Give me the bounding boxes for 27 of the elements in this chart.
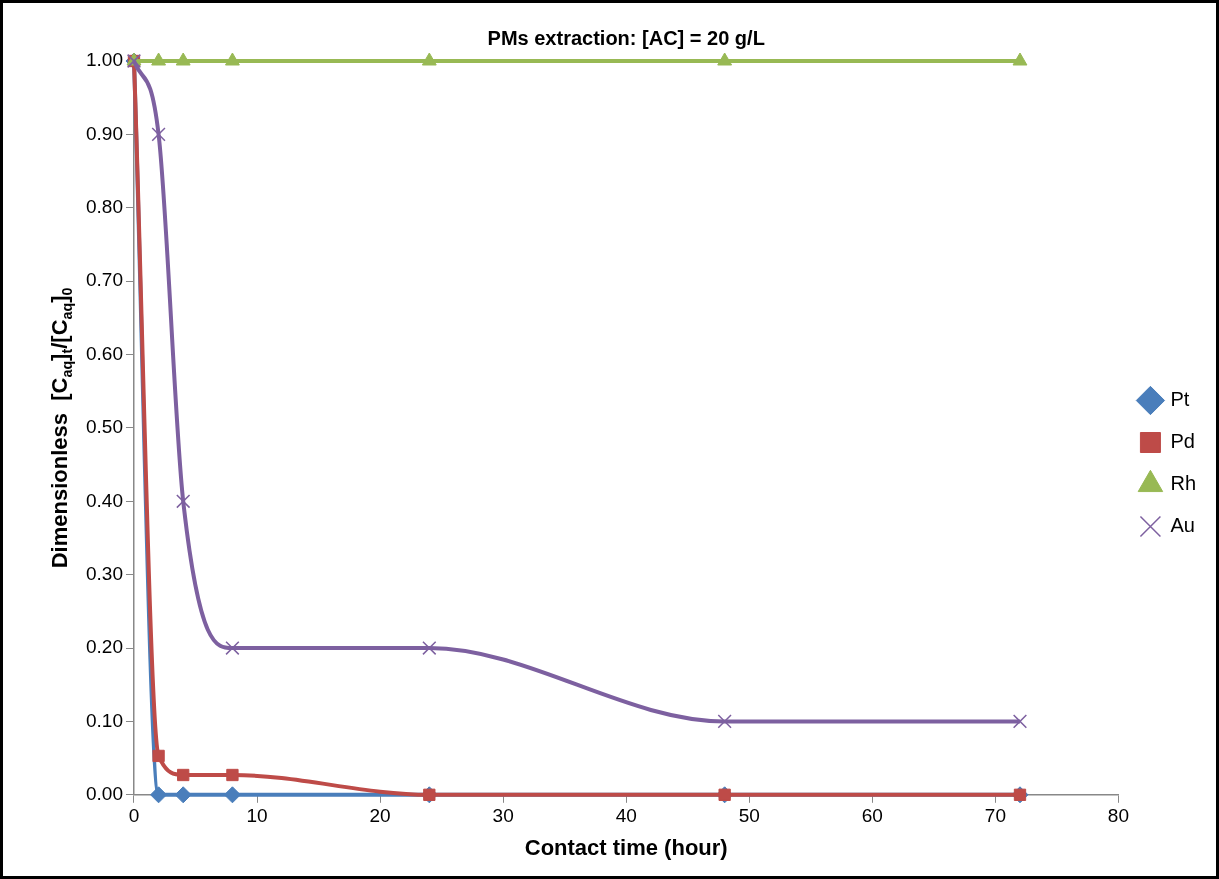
y-tick-label: 0.30 bbox=[86, 562, 123, 584]
y-tick-label: 1.00 bbox=[86, 49, 123, 71]
x-tick-label: 80 bbox=[1107, 805, 1129, 827]
y-tick-label: 0.60 bbox=[86, 342, 123, 364]
x-tick-label: 40 bbox=[615, 805, 637, 827]
chart-title: PMs extraction: [AC] = 20 g/L bbox=[487, 26, 765, 49]
x-tick-label: 20 bbox=[369, 805, 391, 827]
y-tick-label: 0.80 bbox=[86, 195, 123, 217]
x-tick-label: 30 bbox=[492, 805, 514, 827]
legend-label: Pt bbox=[1170, 388, 1190, 411]
y-tick-label: 0.90 bbox=[86, 122, 123, 144]
x-tick-label: 60 bbox=[861, 805, 883, 827]
x-tick-label: 0 bbox=[128, 805, 140, 827]
y-tick-label: 0.00 bbox=[86, 783, 123, 805]
legend-label: Au bbox=[1170, 514, 1195, 537]
x-tick-label: 70 bbox=[984, 805, 1006, 827]
y-tick-label: 0.10 bbox=[86, 709, 123, 731]
y-tick-label: 0.20 bbox=[86, 636, 123, 658]
x-tick-label: 50 bbox=[738, 805, 760, 827]
x-tick-label: 10 bbox=[246, 805, 268, 827]
legend-label: Rh bbox=[1170, 472, 1197, 495]
y-tick-label: 0.50 bbox=[86, 416, 123, 438]
x-axis-title: Contact time (hour) bbox=[524, 834, 728, 860]
y-tick-label: 0.70 bbox=[86, 269, 123, 291]
y-tick-label: 0.40 bbox=[86, 489, 123, 511]
legend-label: Pd bbox=[1170, 430, 1195, 453]
y-axis-title: Dimensionless [Caq]t/[Caq]0 bbox=[47, 287, 75, 569]
